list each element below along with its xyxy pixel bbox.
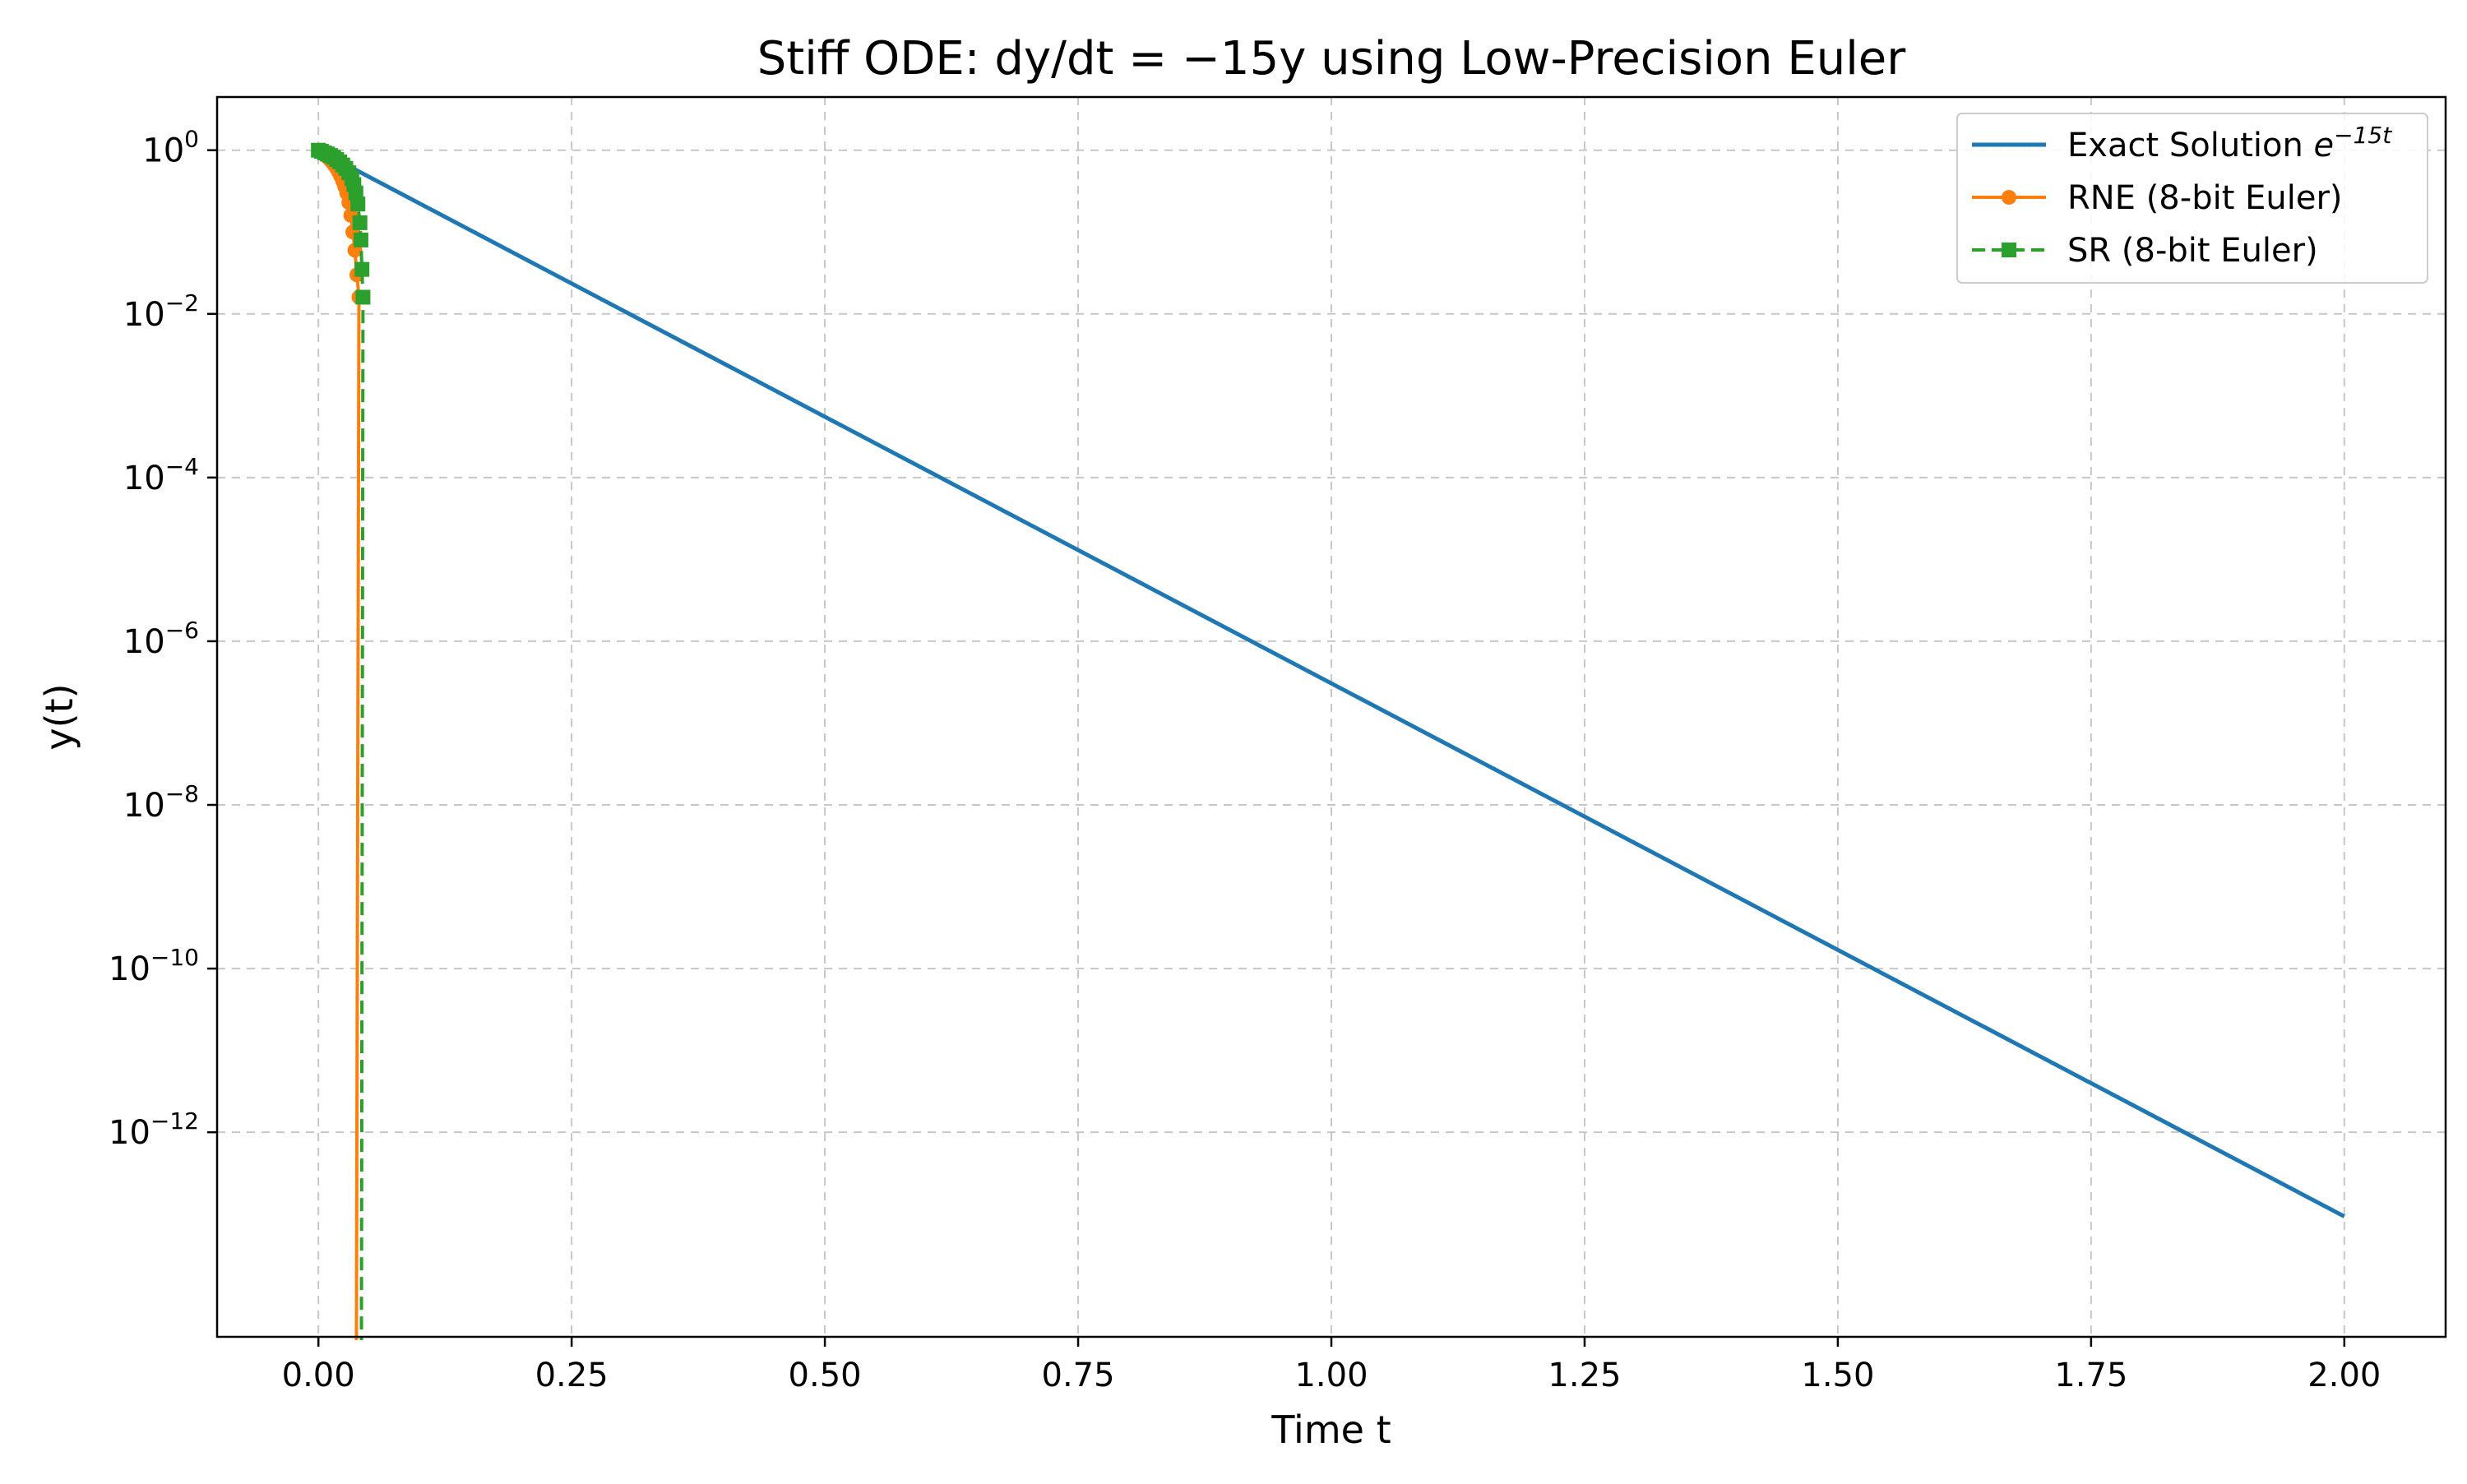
- x-tick-label: 1.75: [2054, 1357, 2127, 1394]
- series-line: [317, 149, 361, 1341]
- y-tick-label: 10−2: [123, 289, 199, 334]
- x-tick-label: 1.50: [1801, 1357, 1874, 1394]
- grid: [217, 97, 2446, 1337]
- series-line: [317, 148, 2345, 1218]
- x-tick-label: 0.00: [282, 1357, 355, 1394]
- data-point: [352, 215, 368, 230]
- y-tick-label: 10−12: [109, 1107, 199, 1152]
- legend-marker: [2002, 190, 2016, 205]
- series-1: [311, 142, 367, 1341]
- x-axis-label: Time t: [1271, 1408, 1391, 1452]
- x-tick-label: 0.50: [789, 1357, 862, 1394]
- y-tick-label: 10−8: [123, 780, 199, 825]
- legend-label: RNE (8-bit Euler): [2067, 179, 2343, 217]
- series-0: [317, 148, 2345, 1218]
- y-tick-label: 10−4: [123, 453, 199, 497]
- x-tick-label: 0.25: [535, 1357, 609, 1394]
- x-axis: 0.00 0.25 0.50 0.75 1.00 1.25 1.50 1.75 2.00: [282, 1337, 2381, 1394]
- x-tick-label: 0.75: [1042, 1357, 1115, 1394]
- legend-label: SR (8-bit Euler): [2067, 232, 2318, 270]
- data-point: [350, 196, 366, 212]
- y-tick-label: 10−10: [109, 944, 199, 988]
- legend-box: [1956, 113, 2428, 284]
- legend-marker: [2002, 243, 2016, 257]
- data-point: [353, 232, 368, 247]
- x-tick-label: 2.00: [2307, 1357, 2381, 1394]
- chart-title: Stiff ODE: dy/dt = −15y using Low-Precis…: [757, 32, 1907, 86]
- x-tick-label: 1.00: [1294, 1357, 1368, 1394]
- data-point: [354, 261, 370, 277]
- legend-label: Exact Solution e−15t: [2067, 122, 2392, 164]
- series-layer: [311, 142, 2345, 1341]
- series-2: [311, 142, 371, 1341]
- data-point: [355, 289, 371, 305]
- y-tick-label: 100: [142, 126, 199, 170]
- y-axis: 100 10−2 10−4 10−6 10−8 10−10 10−12: [109, 126, 217, 1152]
- y-axis-label: y(t): [37, 683, 81, 750]
- y-tick-label: 10−6: [123, 617, 199, 661]
- x-tick-label: 1.25: [1548, 1357, 1621, 1394]
- legend: Exact Solution e−15t RNE (8-bit Euler) SR …: [1956, 113, 2428, 284]
